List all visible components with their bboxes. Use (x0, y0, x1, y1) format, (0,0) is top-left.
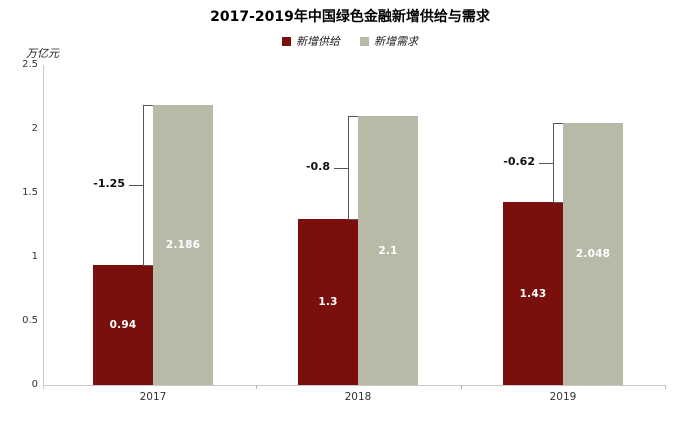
y-tick-label: 0.5 (22, 315, 38, 326)
bar-demand-2018: 2.1 (358, 116, 418, 385)
x-axis-line (43, 385, 665, 386)
legend-label-demand: 新增需求 (374, 35, 418, 48)
bar-label-demand-2017: 2.186 (165, 239, 201, 251)
y-tick-label: 0 (31, 379, 38, 390)
y-tick-label: 2.5 (22, 59, 38, 70)
gap-bracket-bottom-arm (143, 265, 153, 266)
legend-swatch-supply (282, 36, 291, 46)
bar-label-supply-2017: 0.94 (109, 319, 137, 331)
x-axis-tick (256, 385, 257, 389)
bar-demand-2019: 2.048 (563, 123, 623, 385)
gap-bracket-connector (129, 185, 143, 186)
bar-label-supply-2019: 1.43 (519, 287, 547, 300)
y-tick-label: 1 (31, 251, 38, 262)
bar-supply-2017: 0.94 (93, 265, 153, 385)
x-tick-label-2017: 2017 (139, 391, 167, 403)
y-tick-label: 1.5 (22, 187, 38, 198)
legend-item-supply: 新增供给 (282, 33, 340, 49)
y-axis-unit-label: 万亿元 (26, 47, 59, 60)
bar-label-demand-2018: 2.1 (378, 244, 398, 257)
y-axis-line (43, 65, 44, 389)
x-tick-label-2018: 2018 (344, 391, 372, 403)
x-tick-label-2019: 2019 (549, 391, 577, 403)
bar-supply-2019: 1.43 (503, 202, 563, 385)
x-axis-tick (461, 385, 462, 389)
gap-bracket-top-arm (553, 123, 563, 124)
legend-item-demand: 新增需求 (360, 33, 418, 49)
gap-bracket-vertical (553, 123, 554, 202)
legend: 新增供给 新增需求 (0, 33, 700, 49)
gap-bracket-top-arm (348, 116, 358, 117)
gap-bracket-vertical (348, 116, 349, 219)
legend-label-supply: 新增供给 (296, 35, 340, 48)
bar-label-demand-2019: 2.048 (575, 248, 611, 260)
legend-swatch-demand (360, 36, 369, 46)
bar-label-supply-2018: 1.3 (318, 296, 338, 308)
gap-annotation-label: -0.62 (503, 155, 535, 168)
chart-title: 2017-2019年中国绿色金融新增供给与需求 (210, 9, 490, 25)
gap-bracket-connector (334, 168, 348, 169)
y-tick-label: 2 (31, 123, 38, 134)
bar-supply-2018: 1.3 (298, 219, 358, 385)
gap-annotation-label: -0.8 (305, 160, 330, 173)
gap-annotation-label: -1.25 (93, 177, 125, 190)
gap-bracket-bottom-arm (553, 202, 563, 203)
gap-bracket-top-arm (143, 105, 153, 106)
gap-bracket-vertical (143, 105, 144, 265)
gap-bracket-connector (539, 163, 553, 164)
x-axis-end-tick (665, 385, 666, 389)
bar-demand-2017: 2.186 (153, 105, 213, 385)
gap-bracket-bottom-arm (348, 219, 358, 220)
